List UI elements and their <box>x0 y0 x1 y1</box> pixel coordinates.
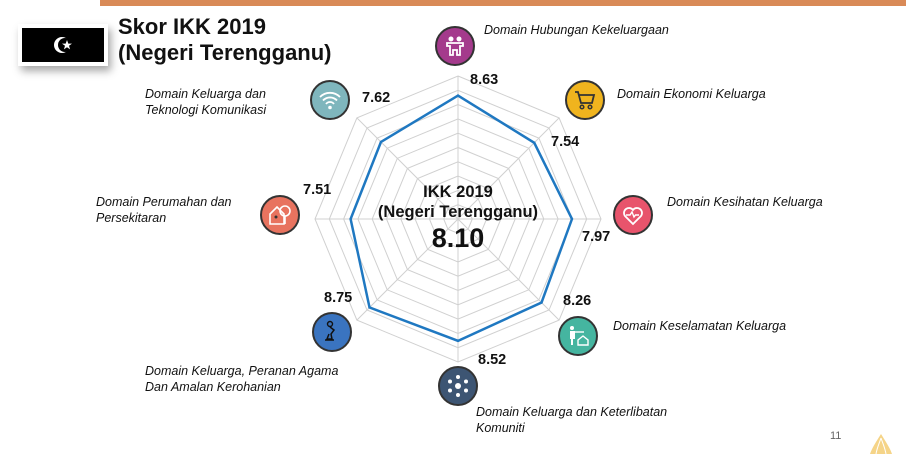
title-line-1: Skor IKK 2019 <box>118 14 266 39</box>
value-label-ekonomi: 7.54 <box>551 134 580 150</box>
grid-spoke <box>356 218 459 321</box>
heart-pulse-icon <box>613 195 653 235</box>
value-label-keselamatan: 8.26 <box>563 293 592 309</box>
domain-label-agama: Domain Keluarga, Peranan Agama Dan Amala… <box>145 364 339 394</box>
domain-label-ekonomi: Domain Ekonomi Keluarga <box>617 87 766 101</box>
value-label-agama: 8.75 <box>324 290 353 306</box>
grid-spoke <box>356 117 459 220</box>
shopping-cart-icon <box>565 80 605 120</box>
terengganu-flag <box>18 24 108 66</box>
domain-label-keselamatan: Domain Keselamatan Keluarga <box>613 319 787 333</box>
data-point <box>540 301 543 304</box>
center-score-block: IKK 2019 (Negeri Terengganu) 8.10 <box>358 182 558 254</box>
data-point <box>349 217 352 221</box>
network-icon <box>438 366 478 406</box>
grid-spoke <box>457 117 560 220</box>
value-label-hubungan: 8.63 <box>470 72 499 88</box>
data-point <box>533 141 536 144</box>
family-icon <box>435 26 475 66</box>
value-label-teknologi: 7.62 <box>362 90 391 106</box>
value-label-perumahan: 7.51 <box>303 182 332 198</box>
center-title: IKK 2019 <box>423 183 493 201</box>
domain-label-perumahan: Domain Perumahan dan Persekitaran <box>96 195 232 225</box>
data-point <box>570 217 574 221</box>
data-point <box>368 306 371 309</box>
data-point <box>379 140 383 144</box>
value-label-komuniti: 8.52 <box>478 352 507 368</box>
title-line-2: (Negeri Terengganu) <box>118 40 332 65</box>
page-title: Skor IKK 2019 (Negeri Terengganu) <box>118 14 332 66</box>
domain-label-hubungan: Domain Hubungan Kekeluargaan <box>484 23 669 37</box>
domain-label-teknologi: Domain Keluarga dan Teknologi Komunikasi <box>145 87 267 117</box>
house-tree-icon <box>260 195 300 235</box>
domain-label-kesihatan: Domain Kesihatan Keluarga <box>667 195 823 209</box>
wifi-icon <box>310 80 350 120</box>
safety-house-icon <box>558 316 598 356</box>
data-point <box>456 94 460 97</box>
data-point <box>456 339 460 343</box>
logo-icon <box>866 432 896 459</box>
overall-score: 8.10 <box>431 223 485 253</box>
domain-label-komuniti: Domain Keluarga dan Keterlibatan Komunit… <box>476 405 668 435</box>
praying-icon <box>312 312 352 352</box>
center-subtitle: (Negeri Terengganu) <box>377 203 539 221</box>
page-number: 11 <box>830 430 842 442</box>
value-label-kesihatan: 7.97 <box>582 229 611 245</box>
top-accent-bar <box>100 0 906 6</box>
